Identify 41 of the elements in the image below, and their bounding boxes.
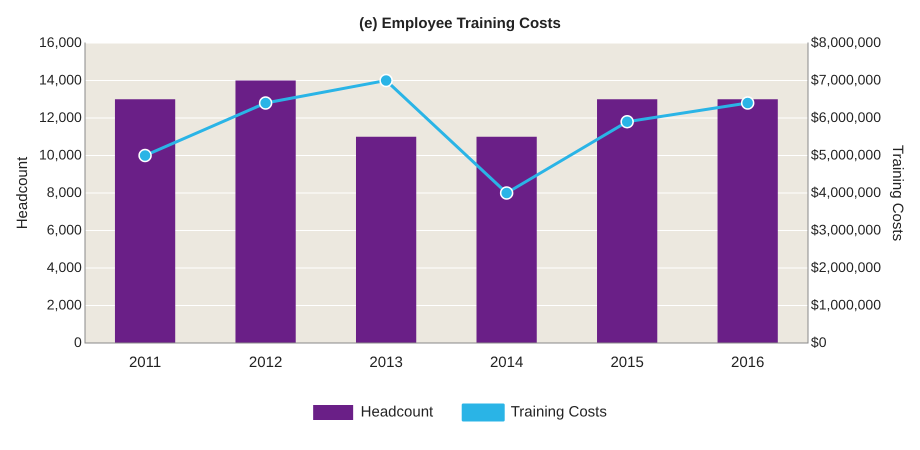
y-tick-label: 4,000 bbox=[46, 258, 82, 275]
y-tick-label: 0 bbox=[74, 334, 82, 350]
point bbox=[258, 96, 272, 110]
y2-tick-label: $0 bbox=[810, 334, 827, 350]
point bbox=[500, 186, 514, 200]
y-tick-label: 12,000 bbox=[38, 108, 82, 125]
y2-tick-label: $7,000,000 bbox=[810, 71, 882, 88]
legend-label: Headcount bbox=[360, 404, 434, 421]
y-tick-label: 2,000 bbox=[46, 296, 82, 312]
point bbox=[379, 74, 393, 88]
y2-tick-label: $6,000,000 bbox=[810, 108, 882, 125]
y2-tick-label: $3,000,000 bbox=[810, 221, 882, 238]
y2-tick-label: $1,000,000 bbox=[810, 296, 882, 312]
point bbox=[740, 96, 754, 110]
y2-tick-label: $5,000,000 bbox=[810, 146, 882, 162]
bar bbox=[235, 80, 296, 342]
x-tick-label: 2011 bbox=[128, 354, 162, 372]
x-tick-label: 2013 bbox=[369, 354, 403, 372]
bar bbox=[718, 99, 778, 342]
bar bbox=[476, 136, 537, 342]
x-tick-label: 2012 bbox=[248, 354, 282, 372]
bar bbox=[597, 99, 658, 342]
y-tick-label: 8,000 bbox=[46, 184, 82, 200]
y2-axis-title: Training Costs bbox=[888, 144, 906, 242]
bar bbox=[114, 99, 176, 342]
legend-label: Training Costs bbox=[510, 404, 607, 421]
x-tick-label: 2014 bbox=[490, 354, 524, 372]
y-tick-label: 6,000 bbox=[46, 221, 82, 238]
x-tick-label: 2015 bbox=[610, 354, 644, 372]
x-tick-label: 2016 bbox=[730, 354, 764, 372]
y-axis-title: Headcount bbox=[14, 156, 32, 230]
y-tick-label: 16,000 bbox=[38, 34, 82, 50]
y2-tick-label: $8,000,000 bbox=[810, 34, 882, 50]
y2-tick-label: $4,000,000 bbox=[810, 184, 882, 200]
y2-tick-label: $2,000,000 bbox=[810, 258, 882, 275]
y-tick-label: 14,000 bbox=[38, 71, 82, 88]
bar bbox=[356, 136, 416, 342]
chart-title: (e) Employee Training Costs bbox=[359, 15, 561, 32]
point bbox=[620, 115, 634, 128]
y-tick-label: 10,000 bbox=[38, 146, 82, 162]
point bbox=[138, 148, 152, 162]
